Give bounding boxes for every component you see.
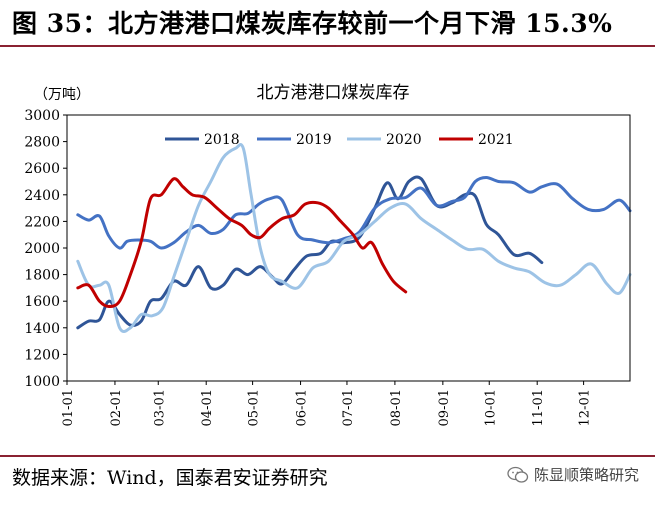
y-tick-label: 3000	[24, 108, 60, 124]
series-line-2020	[76, 142, 632, 333]
x-tick-label: 10-01	[483, 389, 498, 426]
x-axis: 01-01 02-01 03-01 04-01 05-01 06-01 07-01 08-01…	[61, 381, 593, 426]
plot-frame	[66, 114, 631, 382]
wechat-icon	[507, 466, 529, 483]
series-line-2019	[76, 176, 632, 250]
data-source: 数据来源：Wind，国泰君安证券研究	[12, 467, 328, 489]
y-tick-label: 2000	[24, 241, 60, 257]
top-divider	[0, 45, 655, 47]
y-tick-label: 1400	[24, 321, 60, 337]
series-lines	[76, 142, 632, 333]
y-tick-label: 2600	[24, 161, 60, 177]
y-axis-unit-label: （万吨）	[34, 87, 90, 103]
y-tick-label: 2400	[24, 188, 60, 204]
y-tick-label: 1000	[24, 374, 60, 390]
x-tick-label: 01-01	[61, 389, 76, 426]
y-tick-label: 1800	[24, 268, 60, 284]
chart-legend: 2018 2019 2020 2021	[165, 132, 514, 148]
x-tick-label: 12-01	[578, 389, 593, 426]
y-axis: 1000 1200 1400 1600 1800 2000 2200 2400 2600 2800…	[24, 108, 67, 390]
figure-title: 图 35：北方港港口煤炭库存较前一个月下滑 15.3%	[12, 9, 613, 38]
x-tick-label: 04-01	[200, 389, 215, 426]
x-tick-label: 11-01	[531, 389, 546, 426]
chart-title: 北方港港口煤炭库存	[257, 83, 410, 103]
x-tick-label: 09-01	[437, 389, 452, 426]
bottom-divider	[0, 455, 655, 457]
x-tick-label: 08-01	[389, 389, 404, 426]
y-tick-label: 2200	[24, 214, 60, 230]
x-tick-label: 07-01	[341, 389, 356, 426]
x-tick-label: 05-01	[247, 389, 262, 426]
x-tick-label: 06-01	[295, 389, 310, 426]
y-tick-label: 1600	[24, 294, 60, 310]
watermark: 陈显顺策略研究	[507, 464, 639, 485]
x-tick-label: 03-01	[152, 389, 167, 426]
y-tick-label: 2800	[24, 135, 60, 151]
y-tick-label: 1200	[24, 347, 60, 363]
legend-label-2018: 2018	[204, 132, 240, 148]
legend-label-2020: 2020	[386, 132, 422, 148]
series-line-2018	[76, 175, 544, 330]
series-line-2021	[76, 177, 408, 308]
line-chart: 北方港港口煤炭库存 （万吨） 2018 2019 2020 2021 1000 1200…	[24, 83, 632, 426]
legend-label-2021: 2021	[478, 132, 514, 148]
legend-label-2019: 2019	[296, 132, 332, 148]
watermark-text: 陈显顺策略研究	[533, 466, 639, 484]
x-tick-label: 02-01	[109, 389, 124, 426]
